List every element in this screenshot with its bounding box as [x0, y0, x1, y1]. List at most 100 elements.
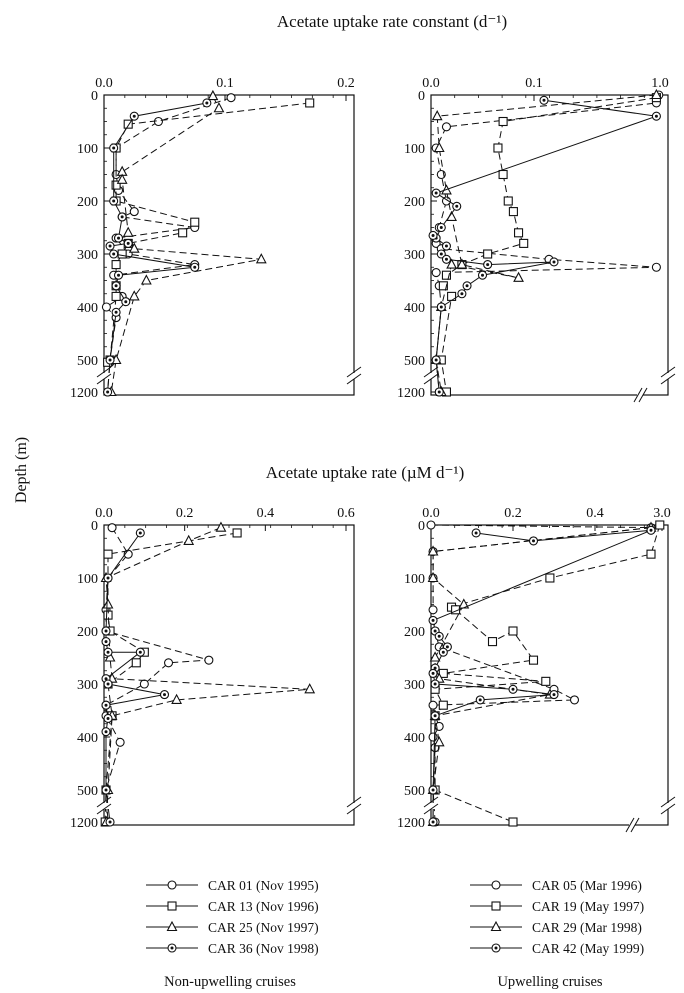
series-circle [426, 520, 656, 827]
y-axis-break-left [423, 366, 439, 385]
legend-item: CAR 42 (May 1999) [470, 941, 644, 956]
plot-frame [430, 94, 669, 396]
data-point [213, 102, 225, 113]
y-tick-label: 200 [404, 625, 425, 640]
data-point [101, 637, 111, 647]
data-point [436, 249, 446, 259]
legend-label: CAR 01 (Nov 1995) [208, 878, 319, 893]
data-point [503, 196, 513, 206]
data-point [508, 817, 518, 827]
series-dotcircle [428, 525, 656, 827]
y-tick-label: 100 [404, 572, 425, 587]
y-tick-label: 500 [77, 354, 98, 369]
panels: 0.0 0.1 0.2 0 100 200 300 400 500 1200 0.0 0.1 1.0 0 1… [70, 76, 676, 833]
data-point [140, 274, 152, 285]
series-line [105, 527, 310, 823]
y-tick-label: 0 [91, 89, 98, 104]
x-tick-label: 0.2 [337, 76, 355, 91]
data-point [436, 302, 446, 312]
legend-item: CAR 13 (Nov 1996) [146, 899, 319, 914]
data-point [101, 785, 111, 795]
data-point [541, 676, 551, 686]
legend-marker [167, 943, 177, 953]
data-point [545, 573, 555, 583]
data-point [651, 111, 661, 121]
legends: CAR 01 (Nov 1995) CAR 13 (Nov 1996) CAR 25… [146, 878, 644, 956]
data-point [427, 545, 439, 556]
data-point [111, 180, 121, 190]
data-point [427, 571, 439, 583]
data-point [255, 253, 267, 264]
data-point [569, 695, 580, 705]
data-point [111, 291, 121, 301]
data-point [438, 281, 448, 291]
y-axis-break-right [660, 366, 676, 385]
data-point [190, 262, 200, 272]
data-point [438, 700, 448, 710]
data-point [428, 230, 438, 240]
y-tick-label: 200 [404, 195, 425, 210]
data-point [183, 534, 195, 545]
data-point [215, 521, 227, 532]
data-point [104, 651, 116, 662]
data-point [163, 658, 174, 668]
data-point [549, 257, 559, 267]
series-dotcircle [428, 95, 661, 397]
data-point [651, 262, 661, 272]
data-point [487, 637, 498, 647]
data-point [431, 267, 441, 278]
y-axis-break-left [423, 796, 439, 815]
x-tick-label: 0.1 [525, 76, 543, 91]
data-point [434, 631, 444, 641]
y-tick-label: 100 [404, 142, 425, 157]
y-tick-label: 500 [404, 784, 425, 799]
y-tick-label: 1200 [397, 386, 425, 401]
legend-item: CAR 01 (Nov 1995) [146, 878, 319, 893]
data-point [113, 233, 124, 243]
data-point [128, 290, 140, 301]
series-square [100, 528, 242, 827]
series-dotcircle [101, 528, 170, 827]
data-point [129, 207, 139, 217]
data-point [428, 785, 438, 795]
data-point [103, 387, 113, 397]
series-dotcircle [103, 98, 212, 397]
data-point [446, 258, 458, 269]
data-point [483, 260, 493, 270]
x-tick-label: 1.0 [651, 76, 669, 91]
data-point [107, 523, 117, 533]
x-tick-label: 0.1 [216, 76, 234, 91]
legend-marker [167, 880, 177, 890]
series-circle [101, 523, 214, 827]
data-point [462, 281, 472, 291]
data-point [477, 270, 488, 280]
data-point [135, 528, 145, 538]
data-point [539, 95, 549, 105]
data-point [131, 658, 141, 668]
y-axis-label: Depth (m) [13, 437, 30, 503]
data-point [111, 281, 121, 291]
legend-label: CAR 13 (Nov 1996) [208, 899, 319, 914]
data-point [646, 549, 656, 559]
y-tick-label: 300 [404, 678, 425, 693]
data-point [434, 387, 444, 397]
y-tick-label: 100 [77, 142, 98, 157]
data-point [441, 122, 452, 132]
top-panels-title: Acetate uptake rate constant (d⁻¹) [277, 12, 507, 31]
data-point [433, 736, 445, 747]
data-point [498, 169, 508, 180]
data-point [115, 737, 125, 747]
data-point [428, 668, 438, 678]
data-point [493, 143, 503, 153]
series-circle [431, 90, 664, 397]
data-point [117, 212, 127, 222]
legend-marker [491, 901, 501, 911]
data-point [513, 271, 524, 282]
series-line [110, 95, 262, 393]
plot-frame [103, 94, 355, 396]
plot-frame [103, 524, 355, 826]
data-point [519, 238, 529, 248]
legend-label: CAR 36 (Nov 1998) [208, 941, 319, 956]
legend-label: CAR 29 (Mar 1998) [532, 920, 642, 935]
